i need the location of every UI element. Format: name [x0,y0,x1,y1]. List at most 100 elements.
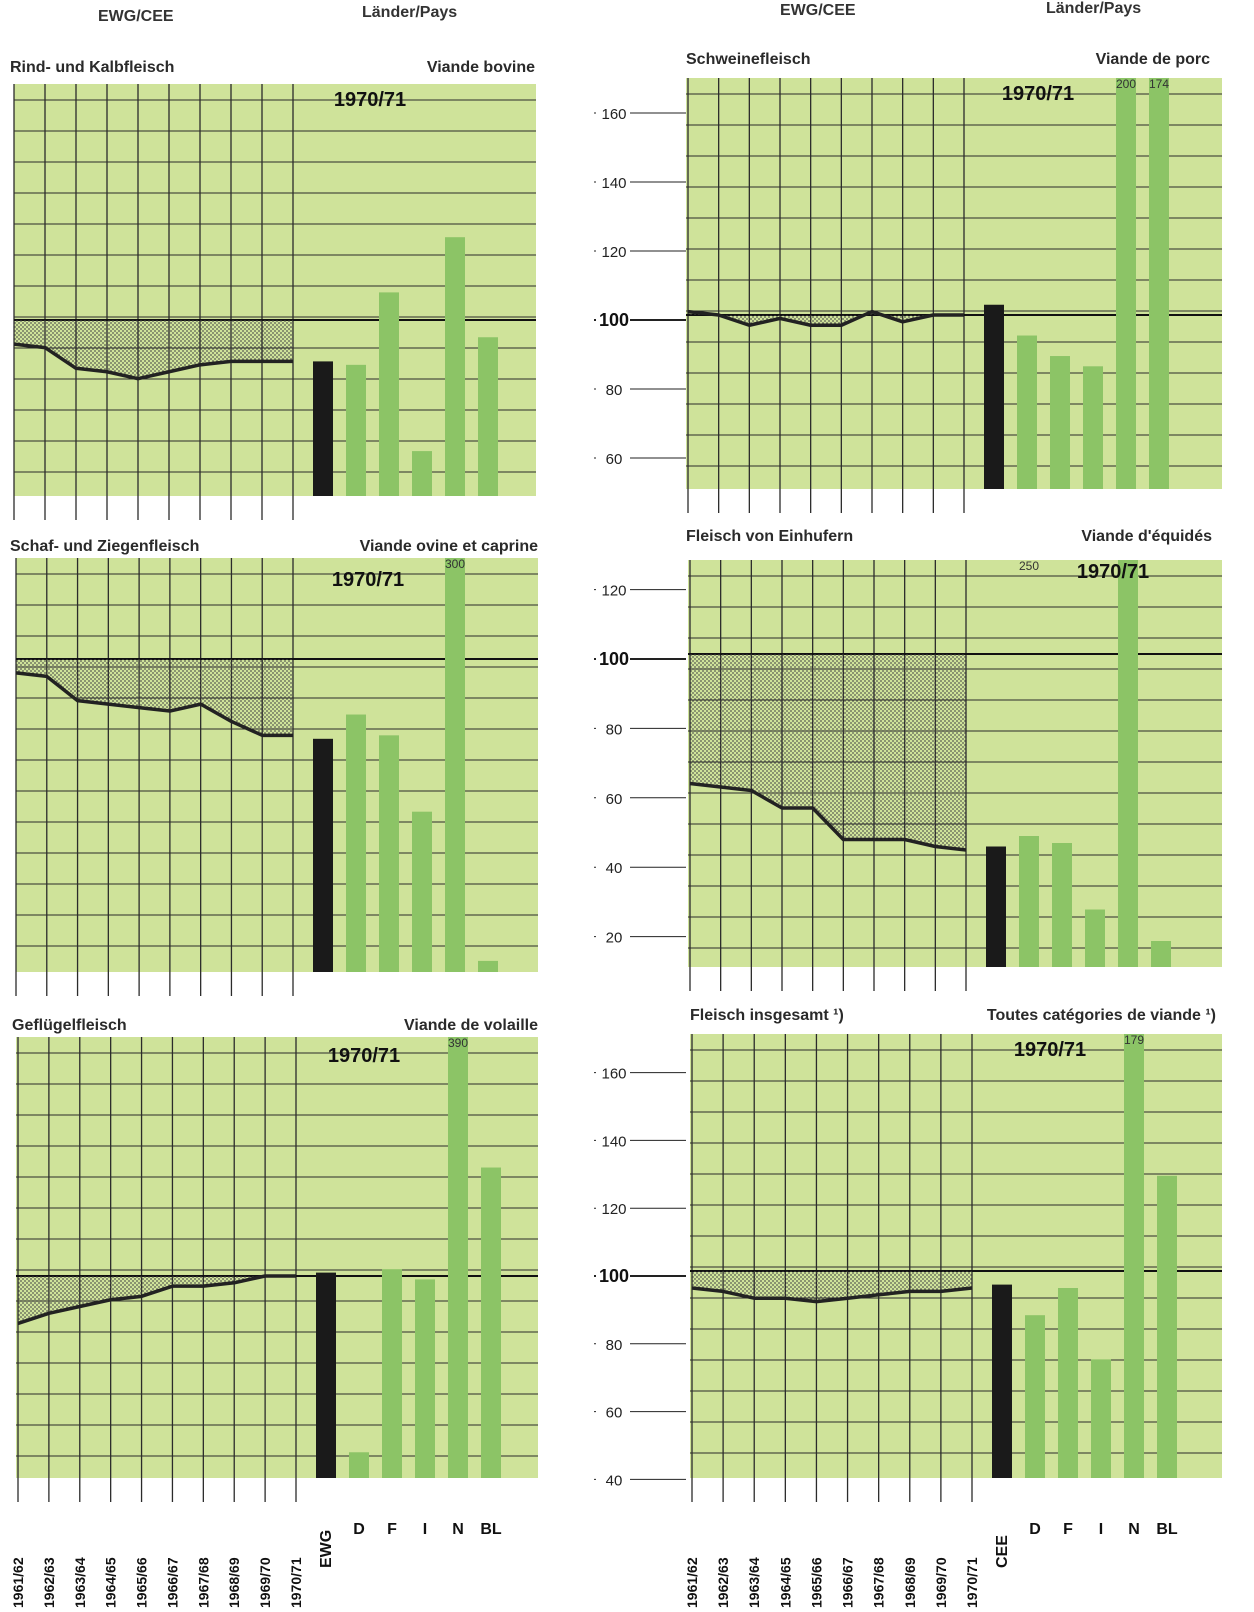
chart-title-de: Schweinefleisch [686,51,811,68]
trend-line [13,342,293,381]
bar-D [1019,836,1039,967]
bar-F [1052,843,1072,967]
category-label-BL: BL [1156,1521,1178,1538]
tick-label-160: 160 [601,106,626,123]
chart-title-de: Geflügelfleisch [12,1017,127,1034]
bar-D [346,714,366,972]
tick-label-bg [596,103,630,123]
category-label-D: D [1029,1521,1041,1538]
x-label-1965/66: 1965/66 [134,1557,150,1608]
bar-F [382,1269,402,1478]
chart-title-fr: Viande d'équidés [1081,528,1212,545]
y-axis-ticks: 40 60 80 100 120 140 160 [594,1062,686,1490]
bar-BL [478,960,498,972]
category-label-EWG: EWG [318,1530,335,1568]
tick-label-140: 140 [601,1133,626,1150]
tick-label-40: 40 [606,1472,623,1489]
bar-CEE [992,1284,1012,1478]
tick-label-bg [596,649,630,669]
x-label-1967/68: 1967/68 [195,1557,211,1608]
bar-F [379,292,399,496]
category-label-N: N [1128,1521,1140,1538]
chart-title-de: Rind- und Kalbfleisch [10,59,174,76]
x-label-1964/65: 1964/65 [777,1557,793,1608]
panel-background [686,78,1222,489]
bar-value-label-BL: 174 [1149,77,1169,91]
vertical-gridlines [13,84,294,520]
bar-year-label: 1970/71 [328,1045,400,1067]
trend-shaded-area [14,320,293,379]
bar-I [412,451,432,496]
bar-year-label: 1970/71 [332,569,404,591]
tick-label-120: 120 [601,583,626,600]
bar-F [1050,356,1070,489]
bar-D [1025,1315,1045,1478]
bar-year-label: 1970/71 [334,89,406,111]
bar-N [448,1037,468,1478]
x-axis-labels: 1961/62 1962/63 1963/64 1964/65 1965/66 1966/… [10,1521,502,1608]
category-label-I: I [423,1521,427,1538]
tick-label-60: 60 [606,1405,623,1422]
tick-label-bg [596,926,630,947]
bar-I [1085,909,1105,967]
trend-line [687,309,964,328]
tick-label-100: 100 [599,649,629,669]
tick-label-bg [596,379,630,399]
header-lander-left: Länder/Pays [362,4,458,21]
tick-label-80: 80 [606,1337,623,1354]
y-axis-ticks: 20 40 60 80 100 120 [594,579,686,947]
chart-title-fr: Viande ovine et caprine [360,538,539,555]
trend-line [17,1274,296,1326]
tick-label-bg [596,1198,630,1219]
x-label-1967/68: 1967/68 [871,1557,887,1608]
x-label-1970/71: 1970/71 [288,1557,304,1608]
bar-value-label-D: 250 [1019,559,1039,573]
bar-CEE [984,304,1004,489]
trend-line [15,671,293,738]
tick-label-bg [596,1062,630,1083]
x-axis-labels: 1961/62 1962/63 1963/64 1964/65 1965/66 1966/… [684,1521,1178,1608]
tick-label-bg [596,172,630,192]
panel-total: 179 Fleisch insgesamt ¹) Toutes catégories… [684,1007,1222,1608]
bar-BL [1149,78,1169,489]
bar-N [1124,1034,1144,1478]
x-label-1970/71: 1970/71 [964,1557,980,1608]
x-label-1962/63: 1962/63 [715,1557,731,1608]
chart-title-fr: Viande de volaille [404,1017,538,1034]
header-lander-right: Länder/Pays [1046,0,1142,17]
x-label-1963/64: 1963/64 [746,1557,762,1608]
bar-year-label: 1970/71 [1014,1039,1086,1061]
trend-line [691,1286,973,1304]
tick-label-80: 80 [606,382,623,399]
x-label-1963/64: 1963/64 [72,1557,88,1608]
x-label-1961/62: 1961/62 [684,1557,700,1608]
chart-title-de: Schaf- und Ziegenfleisch [10,538,199,555]
tick-label-bg [596,718,630,739]
vertical-gridlines [15,558,294,996]
bar-value-label-N: 390 [448,1036,468,1050]
category-label-I: I [1099,1521,1103,1538]
bar-I [1091,1359,1111,1478]
bar-F [379,735,399,972]
tick-label-40: 40 [606,860,623,877]
panel-sheep: 300 Schaf- und Ziegenfleisch Viande ovine … [10,538,686,996]
trend-shaded-area [690,654,966,850]
category-label-F: F [387,1521,397,1538]
tick-label-bg [596,857,630,878]
x-label-1962/63: 1962/63 [41,1557,57,1608]
x-label-1969/70: 1969/70 [933,1557,949,1608]
x-label-1961/62: 1961/62 [10,1557,26,1608]
tick-label-bg [596,1333,630,1354]
trend-line [689,781,967,852]
bar-N [445,237,465,496]
bar-D [349,1452,369,1478]
tick-label-60: 60 [606,451,623,468]
bar-value-label-N: 300 [445,557,465,571]
header-ewg-left: EWG/CEE [98,8,174,25]
tick-label-bg [596,787,630,808]
panel-horse: 250 Fleisch von Einhufern Viande d'équidés… [686,528,1222,991]
tick-label-bg [596,579,630,600]
chart-title-fr: Viande bovine [427,59,535,76]
tick-label-bg [596,1130,630,1151]
